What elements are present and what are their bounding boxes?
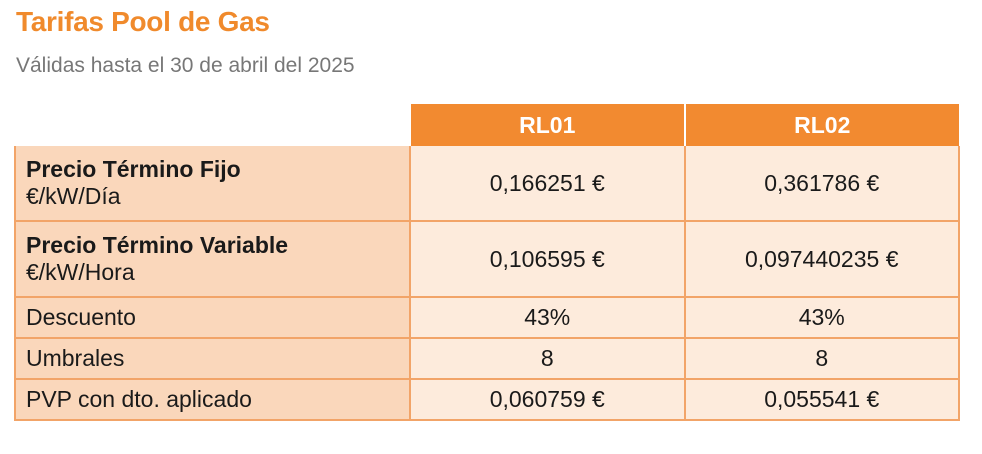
row-label-unit: €/kW/Hora (26, 259, 135, 285)
table-row: Descuento 43% 43% (14, 297, 960, 339)
row-label-fixed-term: Precio Término Fijo €/kW/Día (14, 146, 410, 222)
cell-variable-term-rl01: 0,106595 € (409, 221, 686, 298)
cell-discount-rl02: 43% (683, 297, 960, 339)
cell-fixed-term-rl02: 0,361786 € (683, 146, 960, 222)
cell-pvp-rl02: 0,055541 € (683, 379, 960, 421)
table-row: Precio Término Variable €/kW/Hora 0,1065… (14, 221, 960, 298)
cell-variable-term-rl02: 0,097440235 € (683, 221, 960, 298)
table-header-row: RL01 RL02 (15, 104, 959, 146)
cell-thresholds-rl01: 8 (409, 338, 686, 380)
column-header-rl01: RL01 (409, 104, 685, 146)
row-label-pvp: PVP con dto. aplicado (14, 379, 410, 421)
table-row: Precio Término Fijo €/kW/Día 0,166251 € … (14, 146, 960, 222)
row-label-title: Precio Término Fijo (26, 156, 241, 182)
tariff-table: RL01 RL02 Precio Término Fijo €/kW/Día 0… (14, 104, 960, 421)
row-label-variable-term: Precio Término Variable €/kW/Hora (14, 221, 410, 298)
table-corner (15, 104, 410, 146)
row-label-unit: €/kW/Día (26, 183, 121, 209)
row-label-discount: Descuento (14, 297, 410, 339)
cell-fixed-term-rl01: 0,166251 € (409, 146, 686, 222)
column-header-rl02: RL02 (683, 104, 959, 146)
cell-discount-rl01: 43% (409, 297, 686, 339)
row-label-thresholds: Umbrales (14, 338, 410, 380)
page-title: Tarifas Pool de Gas (16, 6, 270, 37)
cell-pvp-rl01: 0,060759 € (409, 379, 686, 421)
table-row: Umbrales 8 8 (14, 338, 960, 380)
table-row: PVP con dto. aplicado 0,060759 € 0,05554… (14, 379, 960, 421)
page-subtitle: Válidas hasta el 30 de abril del 2025 (16, 54, 355, 77)
cell-thresholds-rl02: 8 (683, 338, 960, 380)
row-label-title: Precio Término Variable (26, 232, 289, 258)
